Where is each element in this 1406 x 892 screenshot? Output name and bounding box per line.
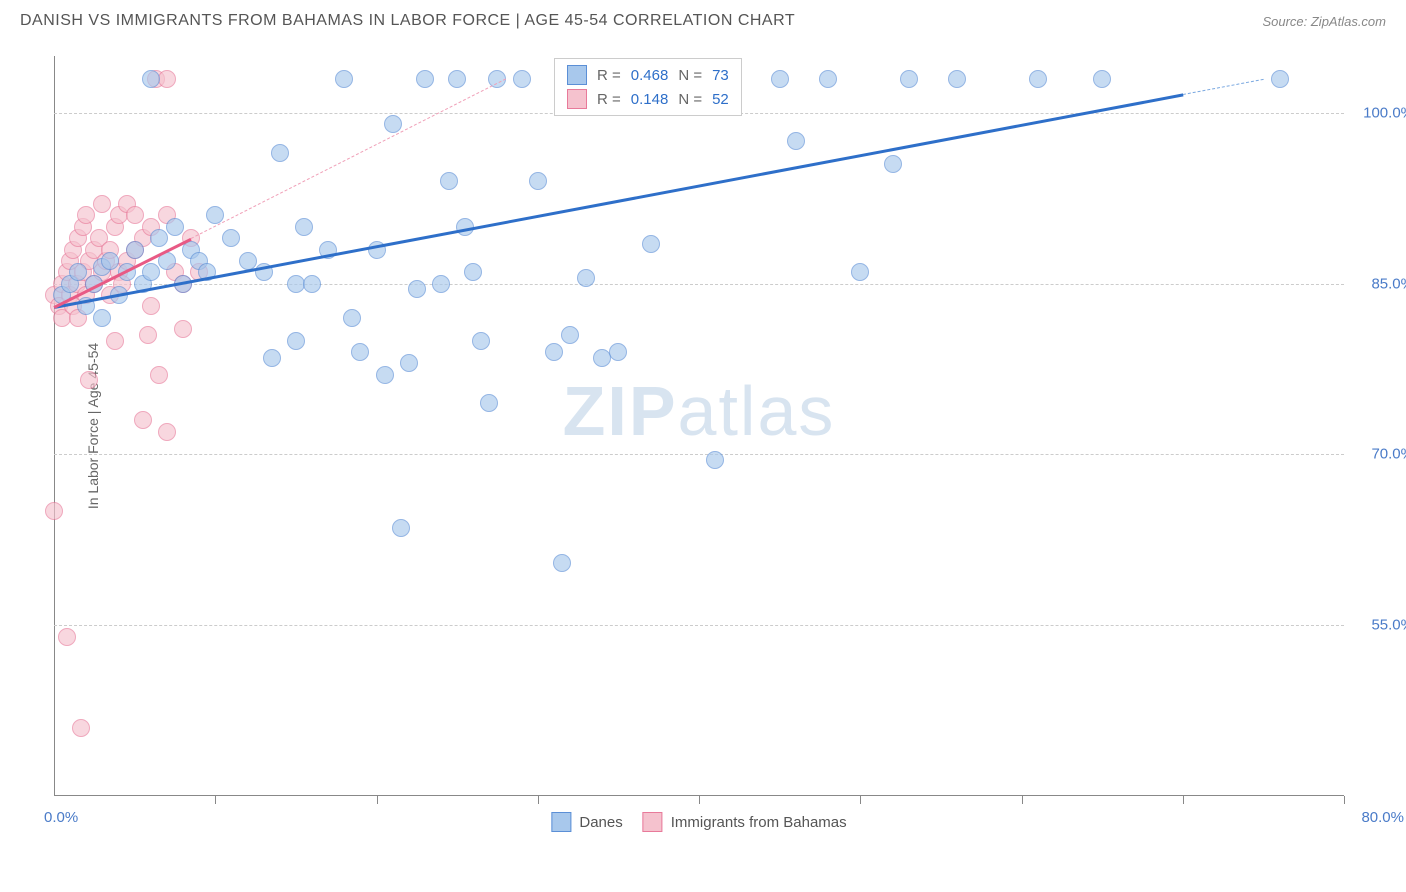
x-tick (699, 796, 700, 804)
source-name: ZipAtlas.com (1311, 14, 1386, 29)
legend-R-label: R = (597, 67, 621, 84)
legend-R-label2: R = (597, 91, 621, 108)
y-tick-label: 85.0% (1371, 275, 1406, 292)
legend-swatch-bahamas-bottom (643, 812, 663, 832)
legend-swatch-bahamas (567, 89, 587, 109)
x-origin-label: 0.0% (44, 809, 78, 826)
trend-line (54, 94, 1183, 309)
legend-item-bahamas: Immigrants from Bahamas (643, 812, 847, 832)
y-tick-label: 55.0% (1371, 617, 1406, 634)
legend-item-danes: Danes (551, 812, 622, 832)
trend-line (191, 79, 506, 239)
x-tick (538, 796, 539, 804)
legend-danes-R: 0.468 (631, 67, 669, 84)
trend-layer (54, 56, 1344, 796)
legend-bahamas-N: 52 (712, 91, 729, 108)
x-end-label: 80.0% (1361, 809, 1404, 826)
y-tick-label: 70.0% (1371, 446, 1406, 463)
legend-swatch-danes-bottom (551, 812, 571, 832)
y-tick-label: 100.0% (1363, 104, 1406, 121)
x-tick (377, 796, 378, 804)
source-prefix: Source: (1262, 14, 1310, 29)
legend-N-label2: N = (678, 91, 702, 108)
x-tick (1022, 796, 1023, 804)
chart-source: Source: ZipAtlas.com (1262, 14, 1386, 29)
legend-danes-N: 73 (712, 67, 729, 84)
legend-bahamas-R: 0.148 (631, 91, 669, 108)
trend-line (53, 238, 191, 309)
legend-label-bahamas: Immigrants from Bahamas (671, 814, 847, 831)
x-tick (860, 796, 861, 804)
legend-swatch-danes (567, 65, 587, 85)
stats-legend: R = 0.468 N = 73 R = 0.148 N = 52 (554, 58, 742, 116)
x-tick (215, 796, 216, 804)
legend-label-danes: Danes (579, 814, 622, 831)
trend-line (1183, 79, 1264, 95)
chart-container: 100.0%85.0%70.0%55.0% In Labor Force | A… (54, 56, 1344, 796)
legend-N-label: N = (678, 67, 702, 84)
chart-title: DANISH VS IMMIGRANTS FROM BAHAMAS IN LAB… (20, 12, 795, 30)
x-tick (1183, 796, 1184, 804)
series-legend: Danes Immigrants from Bahamas (551, 812, 846, 832)
x-tick (1344, 796, 1345, 804)
